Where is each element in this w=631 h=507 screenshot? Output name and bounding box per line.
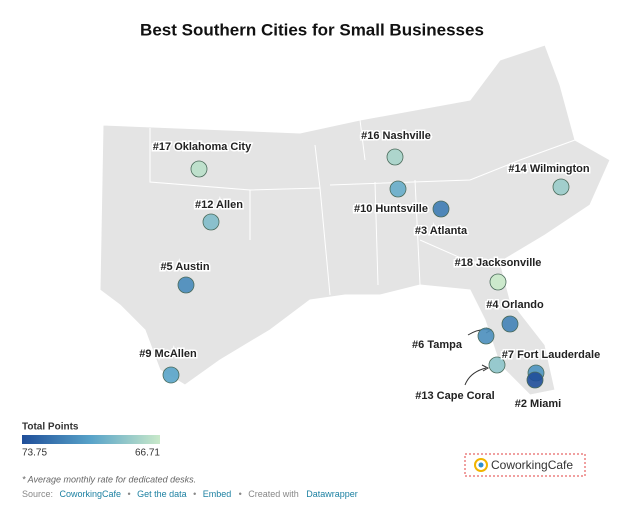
city-dot	[552, 178, 570, 196]
city-label: #9 McAllen	[139, 348, 197, 360]
city-labels: #17 Oklahoma City #12 Allen #5 Austin #9 Mc…	[138, 128, 602, 411]
note: * Average monthly rate for dedicated des…	[22, 474, 196, 484]
city-label: #6 Tampa	[412, 339, 463, 351]
created-with: Created with	[248, 489, 299, 499]
city-dot	[477, 327, 495, 345]
region-shape	[99, 44, 611, 396]
city-label: #14 Wilmington	[508, 163, 589, 175]
city-label: #12 Allen	[195, 199, 243, 211]
city-dot	[432, 200, 450, 218]
city-label: #18 Jacksonville	[455, 257, 542, 269]
city-label: #5 Austin	[160, 261, 209, 273]
city-label: #4 Orlando	[486, 299, 544, 311]
legend-tick-label: 73.75	[22, 448, 47, 459]
city-label: #13 Cape Coral	[415, 390, 494, 402]
city-label: #10 Huntsville	[354, 203, 428, 215]
pointer-arrow-head	[481, 364, 490, 372]
city-dot	[501, 315, 519, 333]
city-dot	[526, 371, 544, 389]
city-dot	[177, 276, 195, 294]
city-dot	[190, 160, 208, 178]
get-data-link[interactable]: Get the data	[137, 489, 187, 499]
logo-text: CoworkingCafe	[491, 458, 573, 472]
source-prefix: Source:	[22, 489, 53, 499]
city-label: #7 Fort Lauderdale	[502, 349, 600, 361]
city-dots	[162, 148, 570, 389]
city-label: #16 Nashville	[361, 130, 431, 142]
legend-tick-label: 66.71	[135, 448, 160, 459]
legend-title: Total Points	[22, 422, 79, 433]
tool-link[interactable]: Datawrapper	[306, 489, 358, 499]
source-link[interactable]: CoworkingCafe	[59, 489, 121, 499]
source-line: Source: CoworkingCafe • Get the data • E…	[22, 486, 358, 503]
city-dot	[489, 273, 507, 291]
city-dot	[162, 366, 180, 384]
city-dot	[488, 356, 506, 374]
city-label: #2 Miami	[515, 398, 561, 410]
pointer-arrow	[464, 367, 487, 386]
city-dot	[386, 148, 404, 166]
embed-link[interactable]: Embed	[203, 489, 232, 499]
title: Best Southern Cities for Small Businesse…	[140, 20, 484, 39]
logo-box	[464, 453, 586, 477]
city-dot	[389, 180, 407, 198]
logo-icon-center	[478, 462, 484, 468]
city-dot	[202, 213, 220, 231]
city-label: #3 Atlanta	[415, 225, 468, 237]
city-label: #17 Oklahoma City	[153, 141, 252, 153]
legend-gradient	[22, 435, 160, 444]
map	[99, 44, 611, 396]
